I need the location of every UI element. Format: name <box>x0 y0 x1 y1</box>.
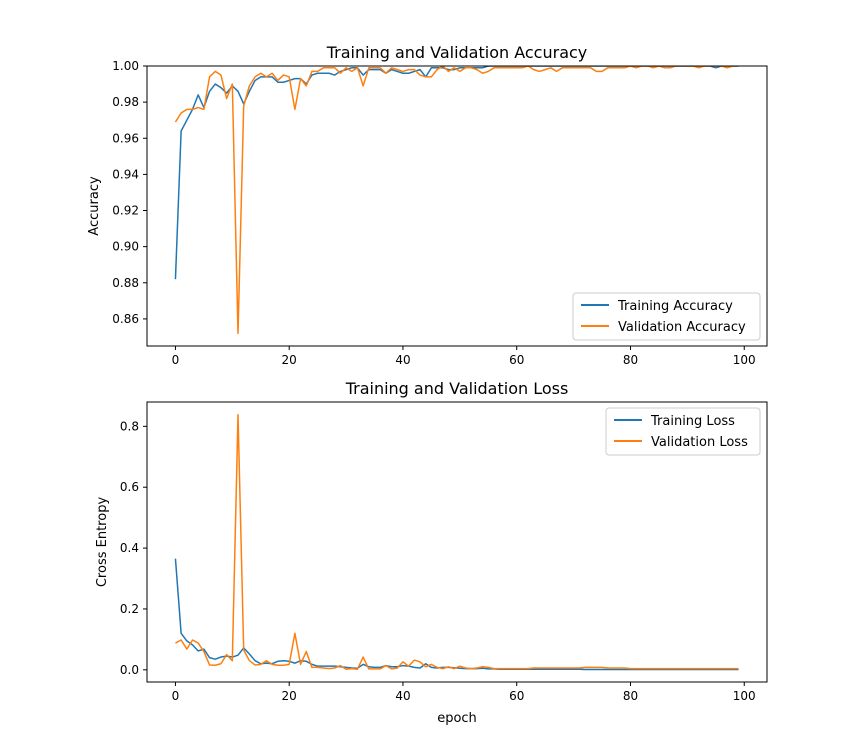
series-line-validation-loss <box>175 414 739 670</box>
y-tick-label: 0.8 <box>120 419 139 433</box>
x-tick-label: 20 <box>282 353 297 367</box>
legend-box <box>605 407 761 456</box>
legend-label: Training Accuracy <box>617 299 733 314</box>
x-tick-label: 0 <box>172 689 180 703</box>
legend-box <box>572 292 761 341</box>
y-tick-label: 1.00 <box>112 59 139 73</box>
y-tick-label: 0.0 <box>120 663 139 677</box>
y-tick-label: 0.96 <box>112 131 139 145</box>
series-line-training-accuracy <box>174 66 739 280</box>
x-tick-label: 60 <box>509 353 524 367</box>
legend-label: Validation Loss <box>651 435 748 450</box>
y-tick-label: 0.94 <box>112 167 139 181</box>
legend: Training Accuracy Validation Accuracy <box>572 292 761 341</box>
x-axis-label: epoch <box>437 711 477 726</box>
y-tick-label: 0.6 <box>120 480 139 494</box>
y-tick-label: 0.2 <box>120 602 139 616</box>
y-tick-label: 0.88 <box>112 276 139 290</box>
loss-chart: Training and Validation Loss 0 20 40 60 80 100… <box>95 379 768 726</box>
y-tick-label: 0.90 <box>112 240 139 254</box>
y-tick-label: 0.98 <box>112 95 139 109</box>
x-tick-label: 40 <box>395 353 410 367</box>
x-tick-label: 20 <box>282 689 297 703</box>
plot-frame <box>146 401 768 683</box>
x-tick-label: 40 <box>395 689 410 703</box>
y-axis-label: Cross Entropy <box>95 497 110 588</box>
x-tick-label: 80 <box>623 689 638 703</box>
legend: Training Loss Validation Loss <box>605 407 761 456</box>
y-tick-label: 0.86 <box>112 312 139 326</box>
chart-title: Training and Validation Accuracy <box>326 43 588 62</box>
x-tick-label: 100 <box>733 689 756 703</box>
accuracy-chart: Training and Validation Accuracy 0 20 40 60 8… <box>87 43 768 367</box>
y-tick-label: 0.92 <box>112 204 139 218</box>
x-tick-label: 60 <box>509 689 524 703</box>
y-axis-label: Accuracy <box>87 176 102 236</box>
chart-title: Training and Validation Loss <box>345 379 569 398</box>
series-line-validation-accuracy <box>174 66 739 335</box>
x-tick-label: 0 <box>172 353 180 367</box>
legend-label: Training Loss <box>650 414 735 429</box>
plot-frame <box>146 65 768 347</box>
x-tick-label: 80 <box>623 353 638 367</box>
y-tick-label: 0.4 <box>120 541 139 555</box>
x-tick-label: 100 <box>733 353 756 367</box>
legend-label: Validation Accuracy <box>618 320 746 335</box>
